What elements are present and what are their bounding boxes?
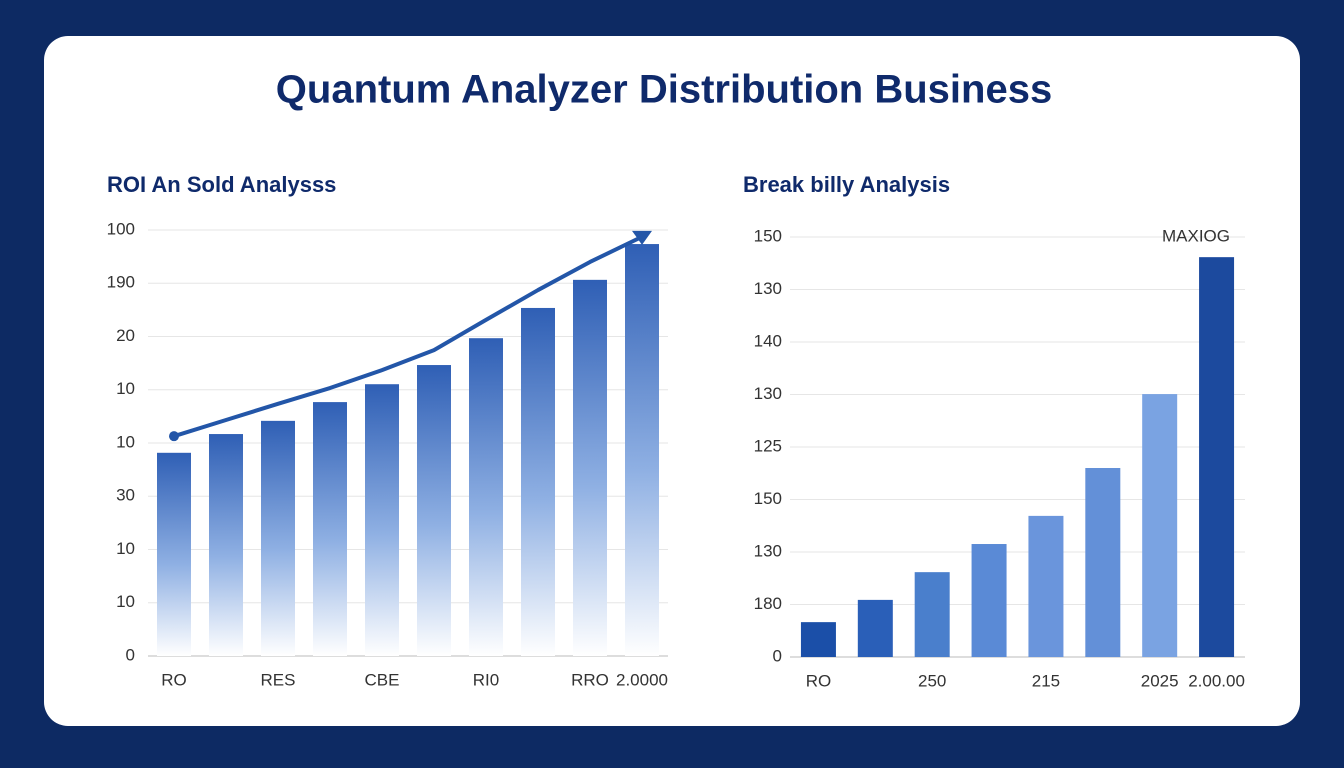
bar <box>1199 257 1235 657</box>
y-tick-label: 190 <box>107 273 135 292</box>
chart-title: Break billy Analysis <box>743 172 950 197</box>
annotation: MAXIOG <box>1162 226 1230 245</box>
bar <box>521 307 555 656</box>
x-tick-label: 2.0000 <box>616 670 668 689</box>
x-tick-label: 2.00.00 <box>1188 671 1245 690</box>
x-tick-label: RO <box>806 671 832 690</box>
y-tick-label: 150 <box>754 489 782 508</box>
bar <box>209 434 243 656</box>
y-tick-label: 10 <box>116 432 135 451</box>
y-tick-label: 140 <box>754 331 782 350</box>
bar <box>971 544 1007 657</box>
page-title: Quantum Analyzer Distribution Business <box>276 68 1052 112</box>
x-tick-label: RI0 <box>473 670 499 689</box>
y-tick-label: 0 <box>126 645 135 664</box>
x-tick-label: 250 <box>918 671 946 690</box>
y-tick-label: 0 <box>773 646 782 665</box>
y-tick-label: 20 <box>116 326 135 345</box>
bar <box>914 572 950 657</box>
x-tick-label: RO <box>161 670 187 689</box>
chart-title: ROI An Sold Analysss <box>107 172 336 197</box>
line-start-marker <box>169 431 179 442</box>
y-tick-label: 125 <box>754 436 782 455</box>
y-tick-label: 10 <box>116 539 135 558</box>
y-tick-label: 130 <box>754 541 782 560</box>
bar <box>417 365 451 656</box>
line-end-marker <box>632 230 652 245</box>
bar <box>365 384 399 656</box>
bar <box>1142 394 1178 657</box>
x-tick-label: RRO <box>571 670 609 689</box>
bar <box>1028 515 1064 657</box>
y-tick-label: 30 <box>116 486 135 505</box>
bar <box>313 402 347 656</box>
bar <box>800 622 836 657</box>
bar <box>469 338 503 656</box>
y-tick-label: 150 <box>754 226 782 245</box>
bar <box>857 599 893 657</box>
x-tick-label: CBE <box>365 670 400 689</box>
bar <box>261 420 295 656</box>
bar <box>625 244 659 657</box>
y-tick-label: 180 <box>754 594 782 613</box>
bar <box>573 279 607 656</box>
y-tick-label: 10 <box>116 379 135 398</box>
x-tick-label: 2025 <box>1141 671 1179 690</box>
x-tick-label: 215 <box>1032 671 1060 690</box>
y-tick-label: 130 <box>754 279 782 298</box>
line <box>173 235 643 439</box>
y-tick-label: 100 <box>107 219 135 238</box>
x-tick-label: RES <box>261 670 296 689</box>
y-tick-label: 130 <box>754 384 782 403</box>
bar <box>1085 468 1121 657</box>
bar <box>157 452 191 656</box>
y-tick-label: 10 <box>116 592 135 611</box>
